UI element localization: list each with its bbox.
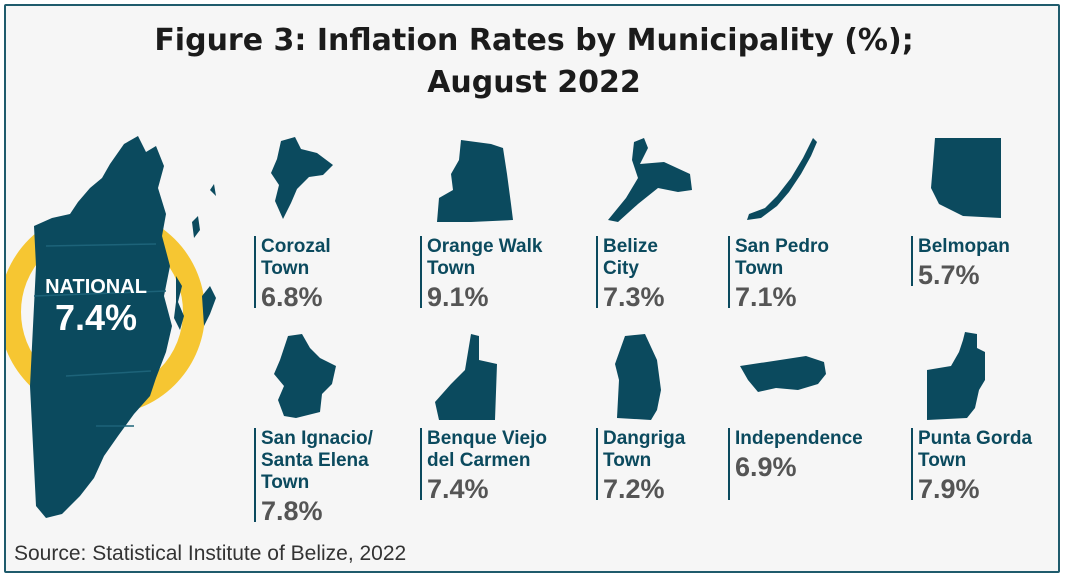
benque-viejo-shape: [431, 330, 511, 422]
benque-viejo-shape-path: [435, 334, 497, 420]
label-orange-walk-name: Orange Walk Town: [427, 236, 543, 279]
orange-walk-shape-path: [437, 140, 513, 222]
label-corozal-value: 6.8%: [261, 282, 323, 312]
chart-title-line2: August 2022: [427, 65, 641, 100]
source-note: Source: Statistical Institute of Belize,…: [14, 542, 407, 565]
national-label-group: NATIONAL 7.4%: [36, 276, 156, 338]
independence-shape: [736, 350, 831, 400]
belize-national-map-svg: [6, 136, 216, 518]
national-value: 7.4%: [54, 297, 138, 338]
label-independence-value: 6.9%: [735, 452, 797, 482]
label-san-pedro-name: San Pedro Town: [735, 236, 829, 279]
belize-national-map: [6, 126, 246, 526]
label-dangriga-value: 7.2%: [603, 474, 665, 504]
belize-city-shape-path: [608, 138, 692, 222]
punta-gorda-shape: [921, 328, 1001, 422]
label-san-pedro-value: 7.1%: [735, 282, 797, 312]
label-orange-walk-value: 9.1%: [427, 282, 489, 312]
san-pedro-shape-path: [747, 138, 817, 220]
label-dangriga: Dangriga Town 7.2%: [596, 428, 686, 504]
national-land: [30, 136, 172, 518]
label-san-pedro: San Pedro Town 7.1%: [728, 236, 829, 312]
label-punta-gorda-name: Punta Gorda Town: [918, 428, 1033, 471]
label-corozal: Corozal Town 6.8%: [254, 236, 331, 312]
independence-shape-path: [740, 356, 826, 392]
dangriga-shape: [611, 330, 671, 422]
corozal-shape: [261, 131, 341, 221]
label-belize-city: Belize City 7.3%: [596, 236, 665, 312]
district-lines: [33, 243, 167, 427]
label-corozal-name: Corozal Town: [261, 236, 331, 279]
corozal-shape-path: [271, 137, 333, 219]
orange-walk-shape: [431, 134, 521, 224]
label-san-ignacio: San Ignacio/ Santa Elena Town 7.8%: [254, 428, 373, 526]
dangriga-shape-path: [615, 334, 661, 420]
label-independence: Independence 6.9%: [728, 428, 863, 500]
label-independence-name: Independence: [735, 428, 863, 449]
label-benque-viejo-name: Benque Viejo del Carmen: [427, 428, 548, 471]
label-belize-city-name: Belize City: [603, 236, 658, 279]
label-orange-walk: Orange Walk Town 9.1%: [420, 236, 543, 312]
chart-title-line1: Figure 3: Inflation Rates by Municipalit…: [154, 23, 914, 58]
san-pedro-shape: [741, 134, 821, 224]
punta-gorda-shape-path: [927, 332, 985, 420]
label-punta-gorda: Punta Gorda Town 7.9%: [911, 428, 1033, 504]
label-san-ignacio-name: San Ignacio/ Santa Elena Town: [261, 428, 373, 493]
san-ignacio-shape: [266, 330, 346, 422]
national-label: NATIONAL: [45, 276, 147, 298]
chart-title: Figure 3: Inflation Rates by Municipalit…: [6, 20, 1058, 104]
national-cayes-2: [202, 286, 216, 326]
label-belize-city-value: 7.3%: [603, 282, 665, 312]
label-benque-viejo: Benque Viejo del Carmen 7.4%: [420, 428, 548, 504]
label-belmopan: Belmopan 5.7%: [911, 236, 1010, 290]
belmopan-shape-path: [931, 138, 1001, 218]
label-punta-gorda-value: 7.9%: [918, 474, 980, 504]
san-ignacio-shape-path: [274, 334, 336, 418]
belmopan-shape: [921, 132, 1011, 222]
label-benque-viejo-value: 7.4%: [427, 474, 489, 504]
national-cayes-3: [192, 184, 216, 238]
label-san-ignacio-value: 7.8%: [261, 496, 323, 526]
figure-frame: Figure 3: Inflation Rates by Municipalit…: [4, 4, 1060, 573]
label-dangriga-name: Dangriga Town: [603, 428, 686, 471]
label-belmopan-value: 5.7%: [918, 260, 980, 290]
national-cayes: [174, 276, 184, 330]
belize-city-shape: [604, 134, 699, 224]
label-belmopan-name: Belmopan: [918, 236, 1010, 257]
